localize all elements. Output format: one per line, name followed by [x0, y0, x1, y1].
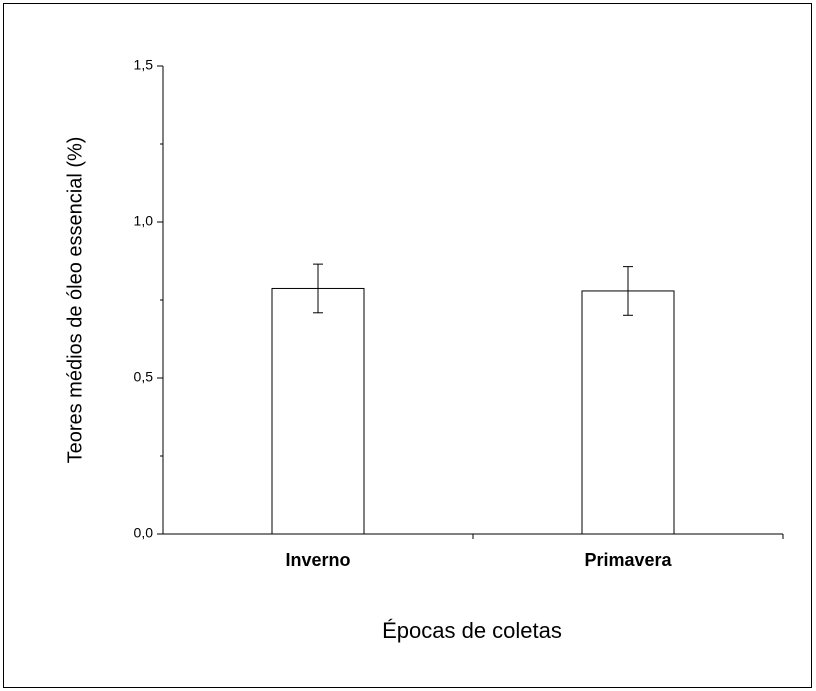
bar: [581, 290, 675, 535]
error-bar: [313, 263, 323, 314]
y-tick-label: 0,0: [134, 525, 154, 541]
frame: [3, 3, 812, 688]
y-tick-label: 1,0: [134, 213, 154, 229]
y-tick-label: 1,5: [134, 57, 154, 73]
x-tick-label: Inverno: [285, 550, 350, 570]
bar: [271, 287, 365, 535]
y-tick-label: 0,5: [134, 369, 154, 385]
x-axis-label: Épocas de coletas: [382, 618, 562, 643]
y-axis-label: Teores médios de óleo essencial (%): [64, 137, 86, 464]
error-bar: [623, 266, 633, 316]
x-tick-label: Primavera: [584, 550, 672, 570]
